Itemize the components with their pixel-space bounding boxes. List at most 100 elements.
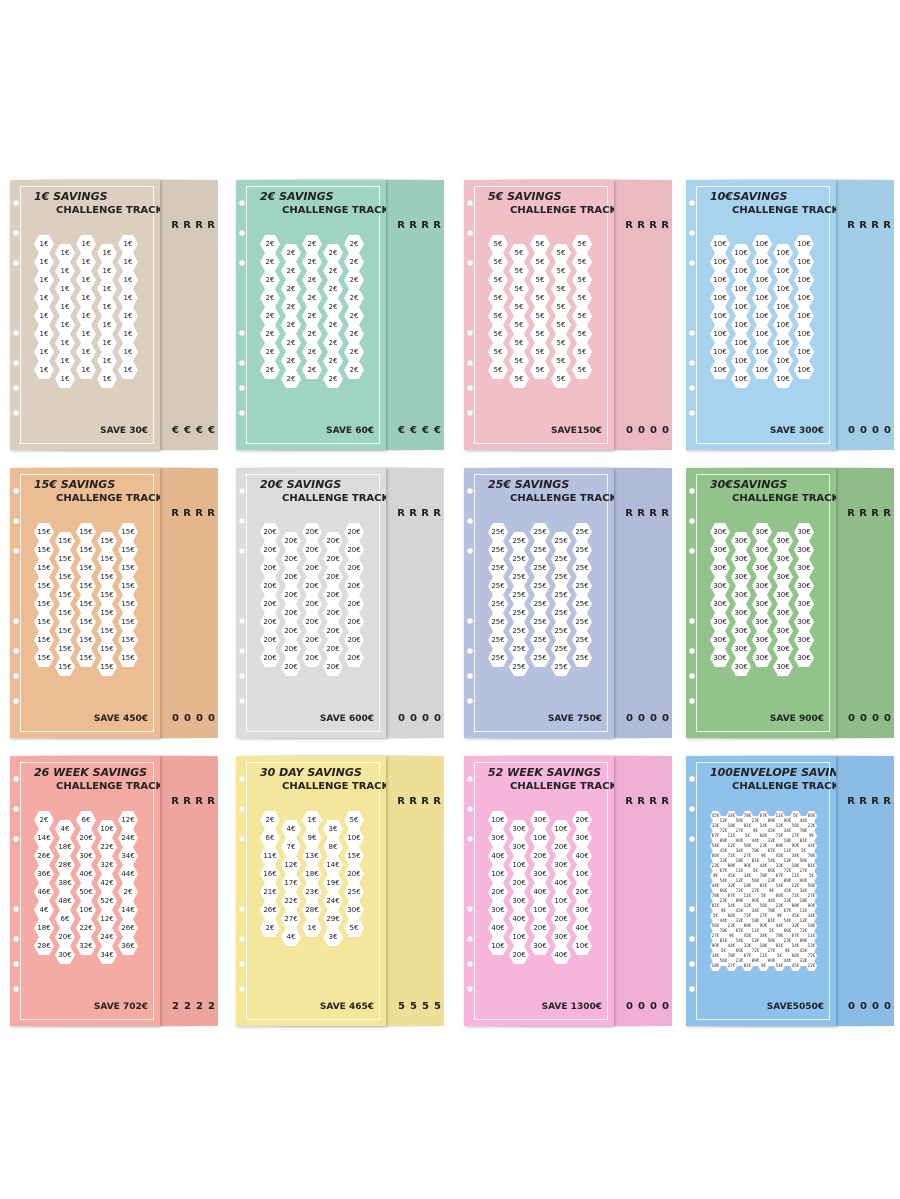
hex-cell[interactable]: 30€: [551, 928, 571, 946]
hex-cell[interactable]: 67€: [726, 891, 737, 901]
hex-cell[interactable]: 2€: [302, 235, 322, 253]
hex-cell[interactable]: 1€: [118, 343, 138, 361]
hex-cell[interactable]: 30€: [710, 613, 730, 631]
hex-cell[interactable]: 25€: [488, 649, 508, 667]
hex-cell[interactable]: 30€: [752, 613, 772, 631]
hex-cell[interactable]: 9€: [750, 826, 761, 836]
hex-cell[interactable]: 20€: [281, 568, 301, 586]
hex-cell[interactable]: 25€: [530, 559, 550, 577]
hex-cell[interactable]: 1€: [55, 262, 75, 280]
hex-cell[interactable]: 66€: [766, 866, 777, 876]
hex-cell[interactable]: 1€: [302, 919, 322, 937]
hex-cell[interactable]: 25€: [509, 550, 529, 568]
hex-cell[interactable]: 9€: [766, 886, 777, 896]
hex-cell[interactable]: 66€: [790, 951, 801, 961]
hex-cell[interactable]: 44€: [766, 896, 777, 906]
hex-cell[interactable]: 30€: [530, 811, 550, 829]
hex-cell[interactable]: 30€: [710, 541, 730, 559]
hex-cell[interactable]: 10€: [710, 343, 730, 361]
hex-cell[interactable]: 50€: [76, 883, 96, 901]
hex-cell[interactable]: 15€: [97, 550, 117, 568]
hex-cell[interactable]: 25€: [572, 541, 592, 559]
hex-cell[interactable]: 11€: [806, 931, 817, 941]
hex-cell[interactable]: 2€: [323, 262, 343, 280]
hex-cell[interactable]: 20€: [323, 604, 343, 622]
hex-cell[interactable]: 15€: [76, 523, 96, 541]
hex-cell[interactable]: 56€: [718, 956, 729, 966]
hex-cell[interactable]: 34€: [798, 886, 809, 896]
hex-cell[interactable]: 44€: [782, 956, 793, 966]
hex-cell[interactable]: 18€: [726, 821, 737, 831]
hex-cell[interactable]: 15€: [55, 622, 75, 640]
hex-cell[interactable]: 40€: [76, 865, 96, 883]
hex-cell[interactable]: 89€: [790, 901, 801, 911]
hex-cell[interactable]: 2€: [344, 271, 364, 289]
hex-cell[interactable]: 23€: [758, 841, 769, 851]
hex-cell[interactable]: 30€: [752, 541, 772, 559]
hex-cell[interactable]: 11€: [782, 846, 793, 856]
hex-cell[interactable]: 10€: [752, 325, 772, 343]
hex-cell[interactable]: 24€: [323, 892, 343, 910]
hex-cell[interactable]: 1€: [76, 271, 96, 289]
hex-cell[interactable]: 18€: [742, 881, 753, 891]
hex-cell[interactable]: 25€: [551, 532, 571, 550]
hex-cell[interactable]: 12€: [798, 916, 809, 926]
hex-cell[interactable]: 9€: [710, 871, 721, 881]
hex-cell[interactable]: 22€: [281, 892, 301, 910]
hex-cell[interactable]: 20€: [260, 523, 280, 541]
hex-cell[interactable]: 40€: [572, 847, 592, 865]
hex-cell[interactable]: 5€: [710, 911, 721, 921]
hex-cell[interactable]: 1€: [97, 352, 117, 370]
hex-cell[interactable]: 66€: [774, 891, 785, 901]
hex-cell[interactable]: 44€: [718, 916, 729, 926]
hex-cell[interactable]: 1€: [97, 316, 117, 334]
hex-cell[interactable]: 23€: [302, 883, 322, 901]
hex-cell[interactable]: 25€: [551, 550, 571, 568]
hex-cell[interactable]: 15€: [76, 649, 96, 667]
hex-cell[interactable]: 2€: [260, 811, 280, 829]
hex-cell[interactable]: 30€: [710, 523, 730, 541]
hex-cell[interactable]: 30€: [731, 586, 751, 604]
hex-cell[interactable]: 25€: [488, 559, 508, 577]
hex-cell[interactable]: 11€: [734, 866, 745, 876]
hex-cell[interactable]: 67€: [766, 846, 777, 856]
hex-cell[interactable]: 20€: [302, 595, 322, 613]
hex-cell[interactable]: 20€: [530, 919, 550, 937]
hex-cell[interactable]: 5€: [509, 370, 529, 388]
hex-cell[interactable]: 20€: [344, 865, 364, 883]
hex-cell[interactable]: 18€: [302, 865, 322, 883]
hex-cell[interactable]: 33€: [726, 881, 737, 891]
hex-cell[interactable]: 2€: [344, 307, 364, 325]
hex-cell[interactable]: 20€: [344, 577, 364, 595]
hex-cell[interactable]: 81€: [766, 916, 777, 926]
hex-cell[interactable]: 1€: [34, 271, 54, 289]
hex-cell[interactable]: 5€: [742, 831, 753, 841]
hex-cell[interactable]: 30€: [530, 865, 550, 883]
hex-cell[interactable]: 66€: [806, 811, 817, 821]
hex-cell[interactable]: 27€: [710, 931, 721, 941]
hex-cell[interactable]: 15€: [76, 559, 96, 577]
hex-cell[interactable]: 2€: [281, 352, 301, 370]
hex-cell[interactable]: 3€: [323, 928, 343, 946]
hex-cell[interactable]: 2€: [281, 370, 301, 388]
hex-cell[interactable]: 90€: [790, 841, 801, 851]
hex-cell[interactable]: 12€: [806, 961, 817, 971]
hex-cell[interactable]: 72€: [798, 926, 809, 936]
hex-cell[interactable]: 30€: [710, 649, 730, 667]
hex-cell[interactable]: 2€: [260, 235, 280, 253]
hex-cell[interactable]: 2€: [260, 343, 280, 361]
hex-cell[interactable]: 30€: [752, 559, 772, 577]
hex-cell[interactable]: 23€: [774, 901, 785, 911]
hex-cell[interactable]: 10€: [509, 928, 529, 946]
hex-cell[interactable]: 66€: [726, 911, 737, 921]
hex-cell[interactable]: 5€: [572, 325, 592, 343]
hex-cell[interactable]: 15€: [34, 523, 54, 541]
hex-cell[interactable]: 30€: [710, 559, 730, 577]
hex-cell[interactable]: 5€: [551, 262, 571, 280]
hex-cell[interactable]: 27€: [790, 831, 801, 841]
hex-cell[interactable]: 12€: [774, 821, 785, 831]
